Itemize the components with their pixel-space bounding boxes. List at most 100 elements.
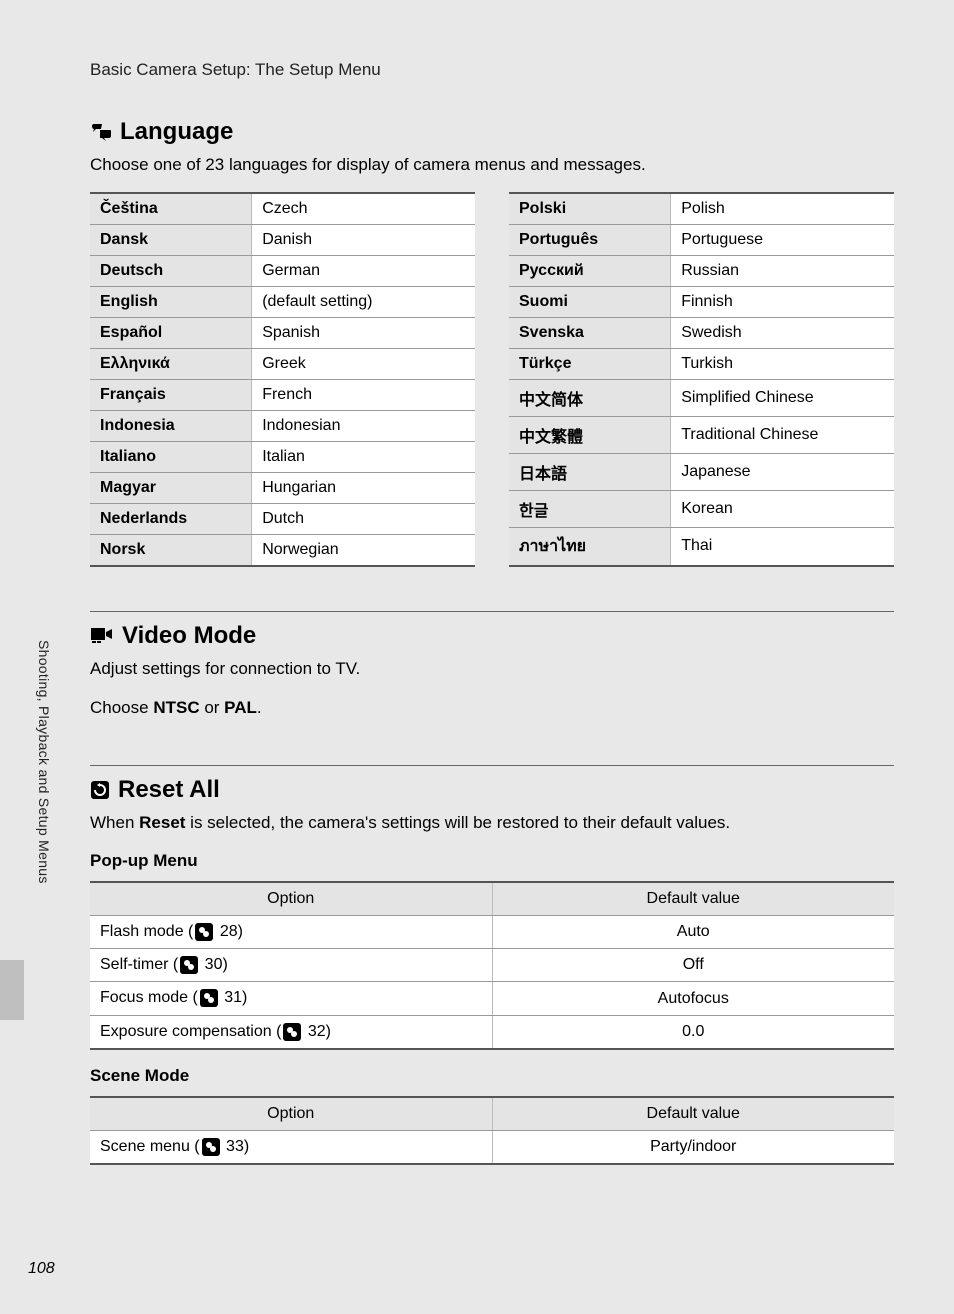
language-native: Italiano	[90, 441, 252, 472]
reset-desc: When Reset is selected, the camera's set…	[90, 810, 894, 836]
language-english: Simplified Chinese	[671, 379, 894, 416]
page-ref-icon	[180, 956, 198, 974]
page-number: 108	[28, 1260, 55, 1278]
language-row: English(default setting)	[90, 286, 475, 317]
language-row: 中文简体Simplified Chinese	[509, 379, 894, 416]
table-row: Focus mode ( 31)Autofocus	[90, 982, 894, 1015]
divider	[90, 611, 894, 612]
video-mode-icon	[90, 627, 114, 645]
language-row: SvenskaSwedish	[509, 317, 894, 348]
language-native: Polski	[509, 193, 671, 225]
video-desc-2: Choose NTSC or PAL.	[90, 695, 894, 721]
language-english: Spanish	[252, 317, 475, 348]
language-english: Turkish	[671, 348, 894, 379]
language-native: Dansk	[90, 224, 252, 255]
side-section-label: Shooting, Playback and Setup Menus	[36, 640, 52, 884]
option-cell: Self-timer ( 30)	[90, 949, 492, 982]
language-english: Russian	[671, 255, 894, 286]
heading-text: Language	[120, 118, 233, 146]
language-english: Japanese	[671, 453, 894, 490]
text: or	[200, 698, 225, 717]
language-english: Swedish	[671, 317, 894, 348]
language-native: 한글	[509, 490, 671, 527]
language-english: Norwegian	[252, 534, 475, 566]
value-cell: Autofocus	[492, 982, 894, 1015]
text: is selected, the camera's settings will …	[185, 813, 730, 832]
language-table-left: ČeštinaCzechDanskDanishDeutschGermanEngl…	[90, 192, 475, 567]
value-cell: Party/indoor	[492, 1130, 894, 1164]
table-row: Self-timer ( 30)Off	[90, 949, 894, 982]
page-ref-icon	[195, 923, 213, 941]
language-english: Polish	[671, 193, 894, 225]
scene-table: Option Default value Scene menu ( 33)Par…	[90, 1096, 894, 1165]
option-ntsc: NTSC	[153, 698, 199, 717]
language-row: MagyarHungarian	[90, 472, 475, 503]
language-row: 日本語Japanese	[509, 453, 894, 490]
language-row: PortuguêsPortuguese	[509, 224, 894, 255]
language-english: Korean	[671, 490, 894, 527]
language-native: English	[90, 286, 252, 317]
language-native: 中文繁體	[509, 416, 671, 453]
language-native: Indonesia	[90, 410, 252, 441]
table-row: Exposure compensation ( 32)0.0	[90, 1015, 894, 1049]
option-pal: PAL	[224, 698, 257, 717]
language-native: Magyar	[90, 472, 252, 503]
language-native: 日本語	[509, 453, 671, 490]
language-native: Ελληνικά	[90, 348, 252, 379]
reset-icon	[90, 780, 110, 800]
heading-text: Reset All	[118, 776, 220, 804]
language-english: Indonesian	[252, 410, 475, 441]
language-row: ItalianoItalian	[90, 441, 475, 472]
language-row: TürkçeTurkish	[509, 348, 894, 379]
option-cell: Exposure compensation ( 32)	[90, 1015, 492, 1049]
language-row: EspañolSpanish	[90, 317, 475, 348]
language-native: 中文简体	[509, 379, 671, 416]
text: Choose	[90, 698, 153, 717]
option-cell: Scene menu ( 33)	[90, 1130, 492, 1164]
language-english: Portuguese	[671, 224, 894, 255]
language-english: Hungarian	[252, 472, 475, 503]
language-native: Čeština	[90, 193, 252, 225]
heading-text: Video Mode	[122, 622, 256, 650]
col-default: Default value	[492, 882, 894, 916]
reset-word: Reset	[139, 813, 185, 832]
language-native: Suomi	[509, 286, 671, 317]
value-cell: Off	[492, 949, 894, 982]
language-native: Português	[509, 224, 671, 255]
language-tables: ČeštinaCzechDanskDanishDeutschGermanEngl…	[90, 192, 894, 567]
language-row: FrançaisFrench	[90, 379, 475, 410]
language-english: Finnish	[671, 286, 894, 317]
language-native: Русский	[509, 255, 671, 286]
language-native: Svenska	[509, 317, 671, 348]
option-cell: Flash mode ( 28)	[90, 916, 492, 949]
manual-page: Shooting, Playback and Setup Menus 108 B…	[0, 0, 954, 1314]
table-row: Flash mode ( 28)Auto	[90, 916, 894, 949]
language-english: Italian	[252, 441, 475, 472]
language-english: German	[252, 255, 475, 286]
table-row: Scene menu ( 33)Party/indoor	[90, 1130, 894, 1164]
option-cell: Focus mode ( 31)	[90, 982, 492, 1015]
language-row: ภาษาไทยThai	[509, 527, 894, 566]
language-row: РусскийRussian	[509, 255, 894, 286]
language-english: Dutch	[252, 503, 475, 534]
language-row: PolskiPolish	[509, 193, 894, 225]
language-native: ภาษาไทย	[509, 527, 671, 566]
language-table-right: PolskiPolishPortuguêsPortugueseРусскийRu…	[509, 192, 894, 567]
language-english: Czech	[252, 193, 475, 225]
value-cell: 0.0	[492, 1015, 894, 1049]
language-row: NederlandsDutch	[90, 503, 475, 534]
language-icon	[90, 122, 112, 142]
language-row: DanskDanish	[90, 224, 475, 255]
language-native: Deutsch	[90, 255, 252, 286]
divider	[90, 765, 894, 766]
language-english: Danish	[252, 224, 475, 255]
language-row: IndonesiaIndonesian	[90, 410, 475, 441]
language-native: Français	[90, 379, 252, 410]
language-desc: Choose one of 23 languages for display o…	[90, 152, 894, 178]
language-row: NorskNorwegian	[90, 534, 475, 566]
section-heading-reset: Reset All	[90, 776, 894, 804]
breadcrumb: Basic Camera Setup: The Setup Menu	[90, 60, 894, 80]
language-native: Español	[90, 317, 252, 348]
language-row: ČeštinaCzech	[90, 193, 475, 225]
section-heading-language: Language	[90, 118, 894, 146]
